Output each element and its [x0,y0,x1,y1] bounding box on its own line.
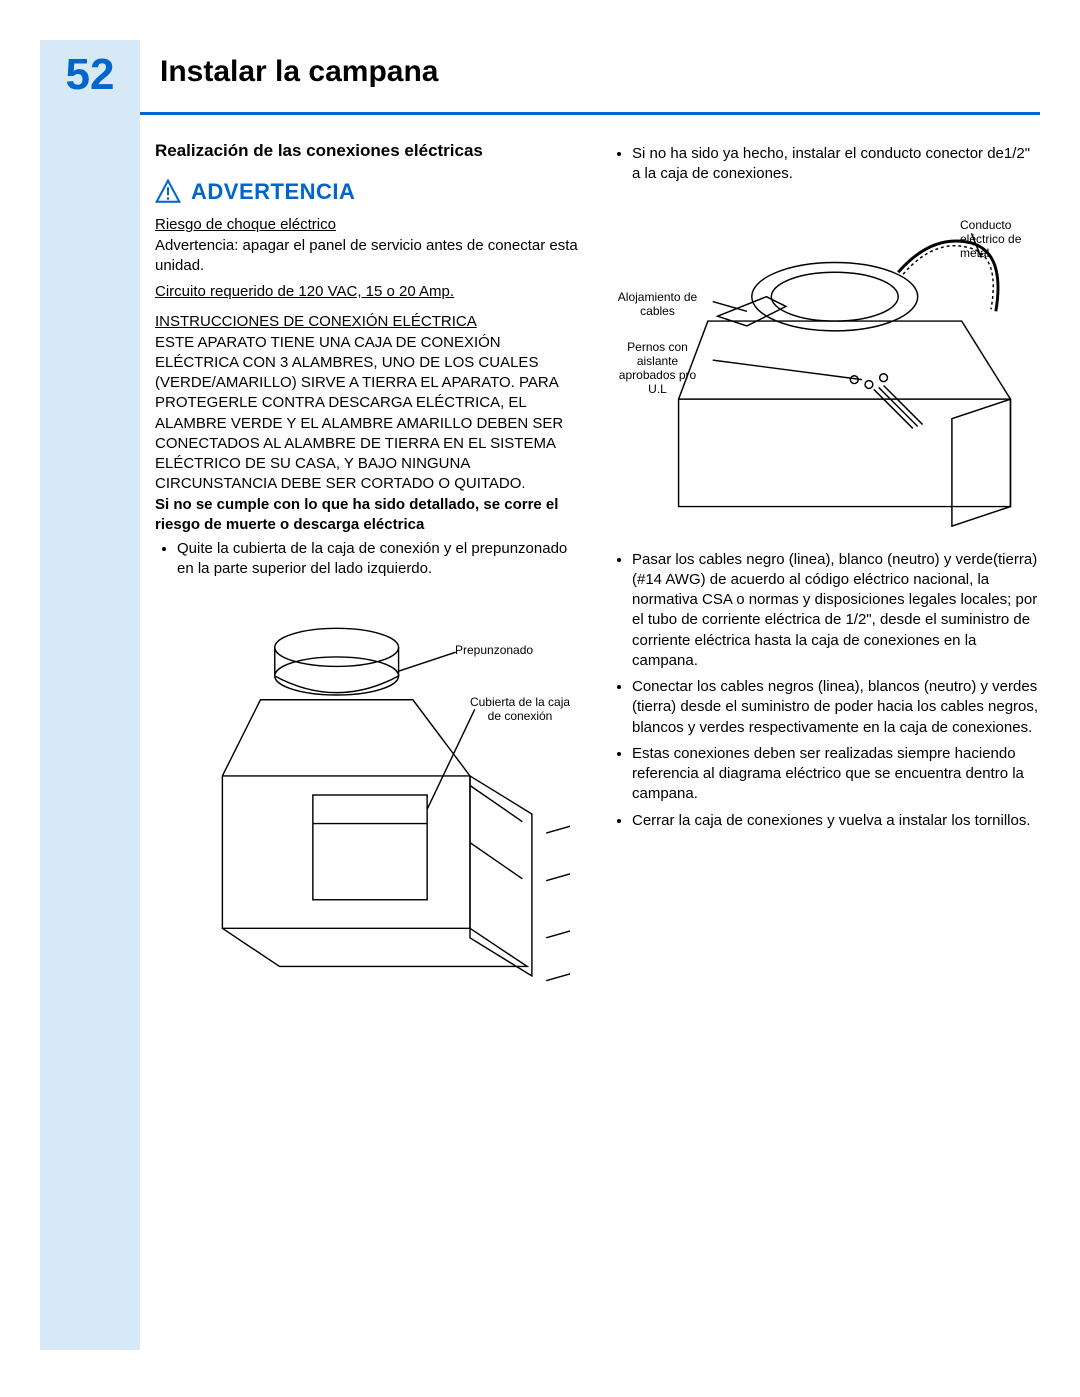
risk-line: Riesgo de choque eléctrico [155,215,585,235]
list-item: Quite la cubierta de la caja de conexión… [177,539,585,580]
side-strip [40,110,140,1350]
figure-2: Conducto eléctrico de metal Alojamiento … [610,200,1040,540]
list-item: Si no ha sido ya hecho, instalar el cond… [632,144,1040,185]
right-top-bullet: Si no ha sido ya hecho, instalar el cond… [610,144,1040,185]
warning-body: Advertencia: apagar el panel de servicio… [155,236,585,277]
page-number: 52 [66,50,115,100]
page-title: Instalar la campana [160,55,438,89]
instructions-heading: INSTRUCCIONES DE CONEXIÓN ELÉCTRICA [155,312,585,332]
section-heading: Realización de las conexiones eléctri­ca… [155,140,585,161]
left-column: Realización de las conexiones eléctri­ca… [155,140,585,1025]
right-bullets: Pasar los cables negro (linea), blanco (… [610,550,1040,831]
right-column: Si no ha sido ya hecho, instalar el cond… [610,140,1040,1025]
figure-1: Prepunzonado Cubierta de la caja de cone… [155,595,585,1015]
figure-2-label-bolts: Pernos con aislante aprobados pro U.L [615,340,700,396]
left-bullets: Quite la cubierta de la caja de conexión… [155,539,585,580]
warning-triangle-icon [155,179,181,205]
content-area: Realización de las conexiones eléctri­ca… [155,140,1040,1025]
if-not-line: Si no se cumple con lo que ha sido detal… [155,495,585,536]
figure-2-label-housing: Alojamiento de cables [615,290,700,318]
warning-block: ADVERTENCIA [155,179,585,205]
list-item: Pasar los cables negro (linea), blanco (… [632,550,1040,672]
header-rule [40,112,1040,115]
list-item: Cerrar la caja de conexiones y vuelva a … [632,811,1040,831]
page-number-box: 52 [40,40,140,110]
warning-label: ADVERTENCIA [191,179,355,205]
instructions-body: ESTE APARATO TIENE UNA CAJA DE CONEXIÓN … [155,333,585,495]
figure-1-label-knockout: Prepunzonado [455,643,533,657]
figure-2-label-conduit: Conducto eléctrico de metal [960,218,1040,260]
list-item: Estas conexiones deben ser realizadas si… [632,744,1040,805]
circuit-line: Circuito requerido de 120 VAC, 15 o 20 A… [155,282,585,302]
figure-1-label-cover: Cubierta de la caja de conexión [465,695,575,723]
list-item: Conectar los cables negros (linea), blan… [632,677,1040,738]
